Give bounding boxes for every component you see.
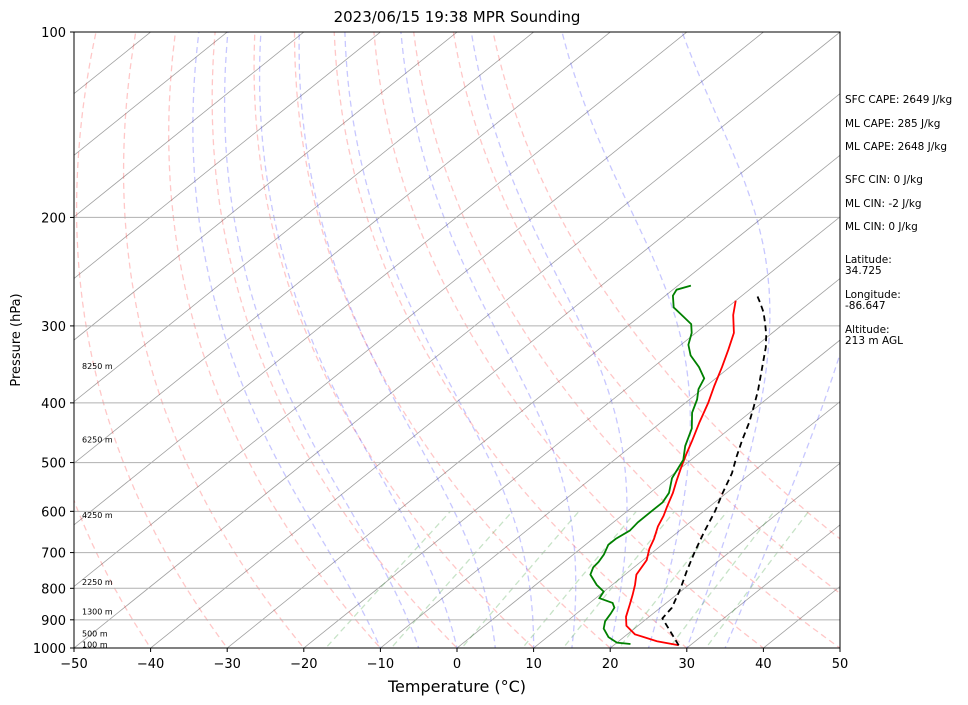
isotherm-line bbox=[74, 32, 840, 648]
height-label: 4250 m bbox=[82, 511, 113, 520]
dry-adiabat-line bbox=[253, 32, 535, 648]
isotherm-line bbox=[74, 32, 382, 279]
isotherm-line bbox=[150, 93, 840, 648]
isotherm-line bbox=[74, 32, 152, 95]
height-label: 8250 m bbox=[82, 362, 113, 371]
x-axis-label: Temperature (°C) bbox=[387, 677, 526, 696]
x-tick-label: 10 bbox=[525, 657, 542, 672]
chart-title: 2023/06/15 19:38 MPR Sounding bbox=[333, 8, 581, 26]
isotherm-line bbox=[226, 154, 840, 648]
dry-adiabat-line bbox=[333, 32, 688, 648]
y-tick-label: 800 bbox=[41, 582, 66, 597]
moist-adiabat-line bbox=[681, 32, 771, 648]
temperature-trace bbox=[625, 300, 737, 647]
isotherm-line bbox=[74, 32, 611, 464]
moist-adiabat-line bbox=[400, 32, 577, 648]
moist-adiabat-line bbox=[258, 32, 458, 648]
isotherm-line bbox=[74, 32, 305, 218]
mixing-ratio-line bbox=[460, 510, 580, 648]
dry-adiabat-line bbox=[492, 32, 840, 540]
mixing-ratio-line bbox=[390, 510, 513, 648]
dry-adiabat-line bbox=[413, 32, 840, 648]
isotherm-line bbox=[303, 216, 840, 648]
moist-adiabat-line bbox=[724, 32, 840, 648]
mixing-ratio-line bbox=[562, 510, 676, 648]
x-tick-label: −50 bbox=[60, 657, 87, 672]
y-tick-label: 300 bbox=[41, 320, 66, 335]
mixing-ratio-line bbox=[521, 510, 637, 648]
isotherm-line bbox=[379, 277, 840, 648]
y-tick-label: 900 bbox=[41, 614, 66, 629]
dry-adiabat-line bbox=[74, 498, 152, 648]
moist-adiabat-line bbox=[223, 32, 420, 648]
isotherm-line bbox=[609, 462, 840, 648]
y-tick-label: 200 bbox=[41, 211, 66, 226]
dry-adiabat-line bbox=[75, 32, 229, 648]
height-label: 100 m bbox=[82, 640, 108, 649]
height-label: 500 m bbox=[82, 629, 108, 638]
moist-adiabat-line bbox=[298, 32, 496, 648]
stat-ml-cape-2: ML CAPE: 2648 J/kg bbox=[845, 141, 948, 153]
height-label: 2250 m bbox=[82, 578, 113, 587]
x-tick-label: 50 bbox=[832, 657, 849, 672]
stat-ml-cape-1: ML CAPE: 285 J/kg bbox=[845, 118, 941, 130]
y-axis-label: Pressure (hPa) bbox=[9, 293, 24, 386]
y-tick-label: 700 bbox=[41, 547, 66, 562]
mixing-ratio-line bbox=[705, 510, 810, 648]
y-tick-label: 1000 bbox=[33, 642, 66, 657]
stat-longitude: Longitude: -86.647 bbox=[845, 289, 901, 312]
stat-latitude: Latitude: 34.725 bbox=[845, 254, 892, 277]
isotherm-line bbox=[74, 32, 228, 156]
dry-adiabat-line bbox=[168, 32, 382, 648]
stat-ml-cin-1: ML CIN: -2 J/kg bbox=[845, 198, 922, 210]
isotherm-line bbox=[74, 32, 688, 526]
isotherm-line bbox=[74, 32, 458, 341]
moist-adiabat-line bbox=[344, 32, 535, 648]
x-tick-label: −30 bbox=[213, 657, 240, 672]
x-tick-label: −10 bbox=[367, 657, 394, 672]
height-label: 6250 m bbox=[82, 435, 113, 444]
moist-adiabat-line bbox=[470, 32, 628, 648]
moist-adiabat-line bbox=[561, 32, 691, 648]
stat-altitude: Altitude: 213 m AGL bbox=[845, 324, 903, 347]
y-tick-label: 100 bbox=[41, 26, 66, 41]
moist-adiabat-line bbox=[192, 32, 382, 648]
stat-sfc-cape: SFC CAPE: 2649 J/kg bbox=[845, 94, 953, 106]
dry-adiabat-line bbox=[211, 32, 458, 648]
y-tick-label: 500 bbox=[41, 457, 66, 472]
dry-adiabat-line bbox=[373, 32, 765, 648]
mixing-ratio-line bbox=[618, 510, 728, 648]
x-tick-label: −40 bbox=[137, 657, 164, 672]
x-tick-label: 20 bbox=[602, 657, 619, 672]
isotherm-line bbox=[456, 339, 840, 648]
dry-adiabat-line bbox=[293, 32, 612, 648]
height-label: 1300 m bbox=[82, 607, 113, 616]
stat-ml-cin-2: ML CIN: 0 J/kg bbox=[845, 221, 918, 233]
isotherm-line bbox=[74, 32, 535, 403]
y-tick-label: 400 bbox=[41, 397, 66, 412]
stat-sfc-cin: SFC CIN: 0 J/kg bbox=[845, 174, 923, 186]
isotherm-line bbox=[686, 524, 840, 648]
x-tick-label: 0 bbox=[453, 657, 461, 672]
x-tick-label: 30 bbox=[679, 657, 696, 672]
y-tick-label: 600 bbox=[41, 505, 66, 520]
x-tick-label: 40 bbox=[755, 657, 772, 672]
isotherm-line bbox=[74, 32, 765, 587]
mixing-ratio-line bbox=[324, 510, 451, 648]
parcel-trace bbox=[661, 295, 768, 646]
dewpoint-trace bbox=[589, 284, 706, 645]
dry-adiabat-line bbox=[122, 32, 305, 648]
x-tick-label: −20 bbox=[290, 657, 317, 672]
dry-adiabat-line bbox=[452, 32, 840, 595]
isotherm-line bbox=[533, 401, 840, 648]
mixing-ratio-line bbox=[668, 510, 775, 648]
